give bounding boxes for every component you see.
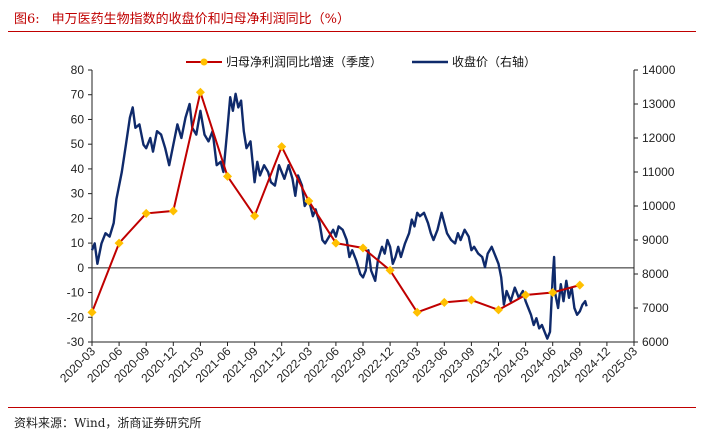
close-price-series <box>90 92 588 340</box>
x-axis-ticks: 2020-032020-062020-092020-122021-032021-… <box>57 342 640 385</box>
right-axis-ticks: 14000 13000 12000 11000 10000 9000 8000 7000 600… <box>634 63 676 349</box>
profit-growth-point <box>575 280 585 290</box>
profit-growth-point <box>195 87 205 97</box>
left-tick-label: -30 <box>67 335 85 349</box>
legend-close-label: 收盘价（右轴） <box>452 54 536 69</box>
profit-growth-point <box>493 305 504 315</box>
profit-growth-line <box>91 88 581 314</box>
right-tick-label: 8000 <box>642 267 669 281</box>
figure-title: 图6: 申万医药生物指数的收盘价和归母净利润同比（%） <box>14 8 350 27</box>
legend-profit-marker <box>200 58 208 66</box>
close-price-line <box>90 92 588 340</box>
right-tick-label: 12000 <box>642 131 676 145</box>
profit-growth-point <box>439 297 449 307</box>
left-tick-label: 30 <box>71 187 85 201</box>
profit-growth-point <box>277 142 287 152</box>
right-tick-label: 6000 <box>642 335 669 349</box>
profit-growth-point <box>87 307 97 317</box>
source-note: 资料来源：Wind，浙商证券研究所 <box>14 416 202 430</box>
left-tick-label: 50 <box>71 137 85 151</box>
left-tick-label: 70 <box>71 88 85 102</box>
left-tick-label: 0 <box>77 261 84 275</box>
left-tick-label: 80 <box>71 63 85 77</box>
profit-growth-point <box>222 171 233 181</box>
title-divider <box>8 31 696 32</box>
figure-number: 图6: <box>14 12 40 27</box>
right-tick-label: 11000 <box>642 165 675 179</box>
figure-title-text: 申万医药生物指数的收盘价和归母净利润同比（%） <box>51 12 351 27</box>
source-divider <box>8 407 696 408</box>
left-tick-label: 20 <box>71 211 85 225</box>
right-tick-label: 14000 <box>642 63 676 77</box>
chart-legend: 归母净利润同比增速（季度） 收盘价（右轴） <box>186 54 536 69</box>
profit-growth-point <box>304 196 314 206</box>
right-tick-label: 9000 <box>642 233 669 247</box>
profit-growth-point <box>114 238 124 248</box>
profit-growth-point <box>168 206 178 216</box>
profit-growth-point <box>141 208 151 218</box>
left-tick-label: 10 <box>71 236 85 250</box>
profit-growth-series <box>87 87 585 317</box>
legend-profit-label: 归母净利润同比增速（季度） <box>226 54 382 69</box>
profit-growth-point <box>331 238 341 248</box>
left-axis-ticks: 80 70 60 50 40 30 20 10 0 -10 -20 -30 <box>67 63 92 349</box>
left-tick-label: -10 <box>67 286 85 300</box>
left-tick-label: 40 <box>71 162 85 176</box>
left-tick-label: 60 <box>71 112 85 126</box>
profit-growth-point <box>521 290 531 300</box>
right-tick-label: 13000 <box>642 97 676 111</box>
right-tick-label: 10000 <box>642 199 676 213</box>
profit-growth-point <box>466 295 476 305</box>
right-tick-label: 7000 <box>642 301 669 315</box>
left-tick-label: -20 <box>67 310 85 324</box>
profit-growth-point <box>548 288 558 298</box>
